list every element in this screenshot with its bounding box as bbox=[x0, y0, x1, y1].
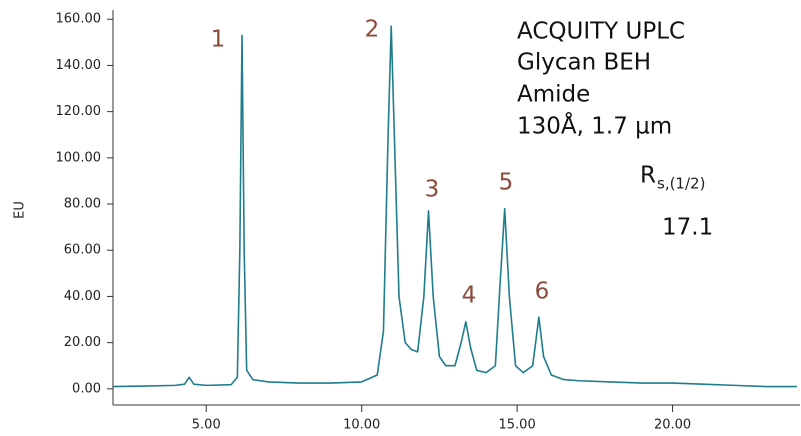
x-tick-label: 10.00 bbox=[343, 418, 380, 433]
y-tick-label: 0.00 bbox=[72, 381, 101, 396]
annotation: Amide bbox=[517, 82, 590, 108]
y-tick-label: 40.00 bbox=[64, 289, 101, 304]
peak-label: 3 bbox=[425, 177, 440, 203]
x-tick-label: 15.00 bbox=[499, 418, 536, 433]
peak-label: 2 bbox=[365, 17, 380, 43]
annotation: ACQUITY UPLC bbox=[517, 19, 685, 45]
y-tick-label: 140.00 bbox=[56, 58, 102, 73]
x-tick-label: 20.00 bbox=[654, 418, 691, 433]
y-tick-label: 100.00 bbox=[56, 150, 102, 165]
resolution-value: 17.1 bbox=[662, 215, 713, 241]
peak-label: 1 bbox=[211, 27, 226, 53]
peak-label: 4 bbox=[462, 283, 477, 309]
peak-label: 6 bbox=[535, 279, 550, 305]
resolution-subscript: s,(1/2) bbox=[657, 175, 705, 193]
peak-label: 5 bbox=[499, 170, 514, 196]
trace bbox=[112, 25, 797, 388]
annotation: 130Å, 1.7 µm bbox=[517, 112, 672, 140]
y-tick-label: 20.00 bbox=[64, 335, 101, 350]
y-tick-label: 60.00 bbox=[64, 243, 101, 258]
annotation: Glycan BEH bbox=[517, 50, 651, 76]
x-tick-label: 5.00 bbox=[192, 418, 221, 433]
y-tick-label: 120.00 bbox=[56, 104, 102, 119]
y-tick-label: 160.00 bbox=[56, 12, 102, 27]
resolution-symbol: R bbox=[640, 163, 656, 189]
y-axis-label: EU bbox=[13, 201, 28, 219]
y-tick-label: 80.00 bbox=[64, 197, 101, 212]
